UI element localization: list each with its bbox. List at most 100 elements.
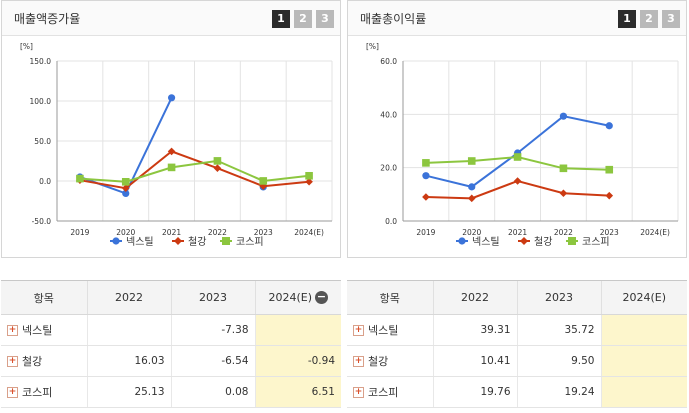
row-label: 넥스틸 xyxy=(22,324,53,337)
x-tick-label: 2024(E) xyxy=(640,228,670,237)
chart-pager: 1 2 3 xyxy=(272,10,334,28)
x-tick-label: 2019 xyxy=(70,228,89,237)
pager-button-2[interactable]: 2 xyxy=(640,10,658,28)
pager-button-3[interactable]: 3 xyxy=(662,10,680,28)
expand-icon[interactable]: + xyxy=(353,355,364,367)
gross-margin-table: 항목 2022 2023 2024(E) + 넥스틸 39.31 35.72 + 철… xyxy=(347,280,687,408)
header-2024e: 2024(E) xyxy=(600,280,687,315)
expand-icon[interactable]: + xyxy=(353,324,364,336)
series-line-0 xyxy=(80,98,263,194)
cell-2022: 39.31 xyxy=(432,314,517,346)
x-tick-label: 2020 xyxy=(116,228,135,237)
cell-2024e xyxy=(600,345,687,377)
pager-button-1[interactable]: 1 xyxy=(272,10,290,28)
legend-label: 철강 xyxy=(534,236,552,248)
gross-margin-chart: [%]60.0 40.0 20.0 0.0 2019 2020 2021 2022 2023 20… xyxy=(366,42,679,248)
data-point xyxy=(467,157,476,165)
cell-2023: -7.38 xyxy=(170,314,255,346)
header-2023: 2023 xyxy=(170,280,255,315)
expand-icon[interactable]: + xyxy=(353,386,364,398)
legend-marker xyxy=(568,237,576,245)
data-point xyxy=(122,189,130,197)
table-header-row: 항목 2022 2023 2024(E) xyxy=(347,280,687,315)
legend-label: 철강 xyxy=(188,236,206,248)
x-tick-label: 2022 xyxy=(554,228,573,237)
chart-pager: 1 2 3 xyxy=(618,10,680,28)
pager-button-2[interactable]: 2 xyxy=(294,10,312,28)
cell-2023: 35.72 xyxy=(516,314,601,346)
pager-button-1[interactable]: 1 xyxy=(618,10,636,28)
data-point xyxy=(468,183,476,191)
table-header-row: 항목 2022 2023 2024(E) − xyxy=(1,280,341,315)
row-label-cell: + 코스피 xyxy=(1,376,87,408)
expand-icon[interactable]: + xyxy=(7,386,18,398)
panel-title: 매출총이익률 xyxy=(360,12,427,26)
cell-2024e xyxy=(600,376,687,408)
data-point xyxy=(422,159,430,167)
data-point xyxy=(76,174,84,183)
table-row: + 철강 16.03 -6.54 -0.94 xyxy=(1,345,341,377)
x-tick-label: 2023 xyxy=(254,228,273,237)
data-point xyxy=(422,193,430,201)
header-2023: 2023 xyxy=(516,280,601,315)
data-point xyxy=(467,194,476,203)
sales-growth-table: 항목 2022 2023 2024(E) − + 넥스틸 -7.38 + 철강 16.… xyxy=(1,280,341,408)
cell-2024e xyxy=(600,314,687,346)
y-tick-label: 100.0 xyxy=(30,97,52,106)
data-point xyxy=(305,177,313,186)
pager-button-3[interactable]: 3 xyxy=(316,10,334,28)
collapse-icon[interactable]: − xyxy=(315,290,329,305)
header-2022: 2022 xyxy=(86,280,171,315)
data-point xyxy=(605,191,614,200)
y-tick-label: 0.0 xyxy=(385,217,397,226)
data-point xyxy=(513,153,522,161)
table-row: + 코스피 25.13 0.08 6.51 xyxy=(1,376,341,408)
legend-marker xyxy=(520,237,528,245)
x-tick-label: 2019 xyxy=(416,228,435,237)
y-tick-label: -50.0 xyxy=(32,217,52,226)
cell-2022: 25.13 xyxy=(86,376,171,408)
row-label: 코스피 xyxy=(22,386,53,399)
expand-icon[interactable]: + xyxy=(7,355,18,367)
cell-2023: 0.08 xyxy=(170,376,255,408)
cell-2022: 10.41 xyxy=(432,345,517,377)
legend-label: 코스피 xyxy=(582,236,610,248)
data-point xyxy=(305,171,313,180)
expand-icon[interactable]: + xyxy=(7,324,18,336)
x-tick-label: 2024(E) xyxy=(294,228,324,237)
data-point xyxy=(605,165,614,174)
cell-2024e xyxy=(254,314,341,346)
cell-2024e: 6.51 xyxy=(254,376,341,408)
data-point xyxy=(513,177,522,185)
cell-2023: -6.54 xyxy=(170,345,255,377)
legend-marker xyxy=(458,237,466,245)
header-2024e: 2024(E) − xyxy=(254,280,341,315)
series-line-1 xyxy=(79,150,310,190)
data-point xyxy=(559,189,568,198)
data-point xyxy=(121,184,130,192)
cell-2022 xyxy=(86,314,171,346)
row-label-cell: + 넥스틸 xyxy=(347,314,433,346)
data-point xyxy=(422,172,430,180)
legend-marker xyxy=(112,237,120,245)
table-row: + 철강 10.41 9.50 xyxy=(347,345,687,377)
row-label: 철강 xyxy=(22,355,43,368)
legend-label: 넥스틸 xyxy=(472,235,500,248)
header-2022: 2022 xyxy=(432,280,517,315)
x-tick-label: 2020 xyxy=(462,228,481,237)
row-label-cell: + 넥스틸 xyxy=(1,314,87,346)
y-tick-label: 150.0 xyxy=(30,57,52,66)
table-row: + 넥스틸 -7.38 xyxy=(1,314,341,346)
y-tick-label: 0.0 xyxy=(39,177,51,186)
row-label-cell: + 철강 xyxy=(347,345,433,377)
row-label-cell: + 코스피 xyxy=(347,376,433,408)
table-row: + 코스피 19.76 19.24 xyxy=(347,376,687,408)
gross-margin-panel: 매출총이익률 1 2 3 [%] 60.0 40.0 20.0 0.0 2019 2020 2… xyxy=(347,0,687,258)
row-label: 철강 xyxy=(368,355,389,368)
legend-marker xyxy=(174,237,182,245)
y-tick-label: 20.0 xyxy=(380,164,397,173)
header-2024e-label: 2024(E) xyxy=(268,290,313,304)
data-point xyxy=(167,163,176,172)
y-axis-unit: [%] xyxy=(20,42,33,51)
cell-2022: 16.03 xyxy=(86,345,171,377)
